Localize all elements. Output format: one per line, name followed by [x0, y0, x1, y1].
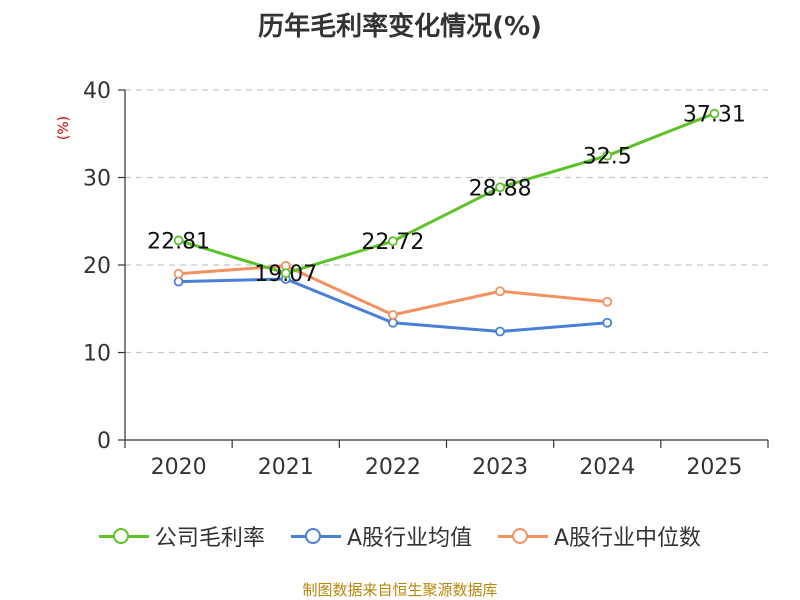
data-label-2025: 37.31 — [683, 103, 746, 128]
data-source-note: 制图数据来自恒生聚源数据库 — [302, 581, 498, 599]
series-0-point-2022[interactable] — [388, 236, 398, 247]
series-0-point-2021[interactable] — [280, 268, 291, 279]
legend-swatch-industry-mean — [290, 526, 341, 546]
y-tick-label-30: 30 — [83, 167, 111, 192]
data-label-2021: 19.07 — [254, 262, 317, 287]
axes: 0 10 20 30 40 2020 2021 2022 2023 2024 2025 — [83, 79, 769, 480]
y-axis-label: (%) — [56, 116, 72, 140]
data-labels: 22.81 19.07 22.72 28.88 32.5 37.31 — [147, 103, 746, 288]
series-0-point-2025[interactable] — [709, 108, 720, 119]
legend-swatch-industry-median — [498, 526, 548, 546]
series-1-point-2020[interactable] — [173, 276, 184, 287]
x-tick-label-2020: 2020 — [151, 455, 207, 480]
series-lines — [173, 108, 720, 337]
data-label-2024: 32.5 — [583, 145, 632, 170]
y-tick-label-20: 20 — [83, 254, 111, 279]
legend-label-industry-median: A股行业中位数 — [554, 526, 702, 551]
data-label-2022: 22.72 — [361, 230, 424, 255]
x-tick-label-2025: 2025 — [686, 455, 742, 480]
series-0-point-2020[interactable] — [173, 235, 184, 246]
x-tick-label-2022: 2022 — [365, 455, 421, 480]
series-line-2 — [178, 264, 608, 317]
y-tick-label-10: 10 — [83, 342, 111, 367]
x-tick-label-2021: 2021 — [258, 455, 314, 480]
legend-label-industry-mean: A股行业均值 — [346, 526, 472, 551]
data-label-2020: 22.81 — [147, 229, 210, 254]
y-tick-label-40: 40 — [83, 79, 111, 104]
series-0-point-2024[interactable] — [602, 150, 613, 161]
series-2-point-2020[interactable] — [173, 268, 184, 279]
legend-label-company: 公司毛利率 — [154, 526, 265, 551]
series-2-point-2022[interactable] — [388, 309, 398, 320]
x-tick-label-2023: 2023 — [472, 455, 528, 480]
series-1-point-2024[interactable] — [602, 317, 613, 328]
legend-item-company[interactable]: 公司毛利率 — [98, 520, 265, 552]
series-1-point-2023[interactable] — [495, 326, 505, 337]
legend-item-industry-mean[interactable]: A股行业均值 — [290, 520, 472, 552]
x-tick-label-2024: 2024 — [579, 455, 635, 480]
chart-title: 历年毛利率变化情况(%) — [258, 12, 542, 42]
data-label-2023: 28.88 — [469, 176, 532, 201]
y-tick-label-0: 0 — [97, 429, 111, 454]
series-2-point-2024[interactable] — [602, 296, 613, 307]
series-line-0 — [178, 112, 715, 275]
legend: 公司毛利率 A股行业均值 A股行业中位数 — [0, 520, 800, 552]
legend-swatch-company — [98, 526, 149, 546]
series-1-point-2022[interactable] — [388, 317, 398, 328]
grid-lines — [125, 89, 768, 354]
series-2-point-2023[interactable] — [495, 286, 505, 297]
series-0-point-2023[interactable] — [495, 182, 505, 193]
legend-item-industry-median[interactable]: A股行业中位数 — [498, 520, 701, 552]
